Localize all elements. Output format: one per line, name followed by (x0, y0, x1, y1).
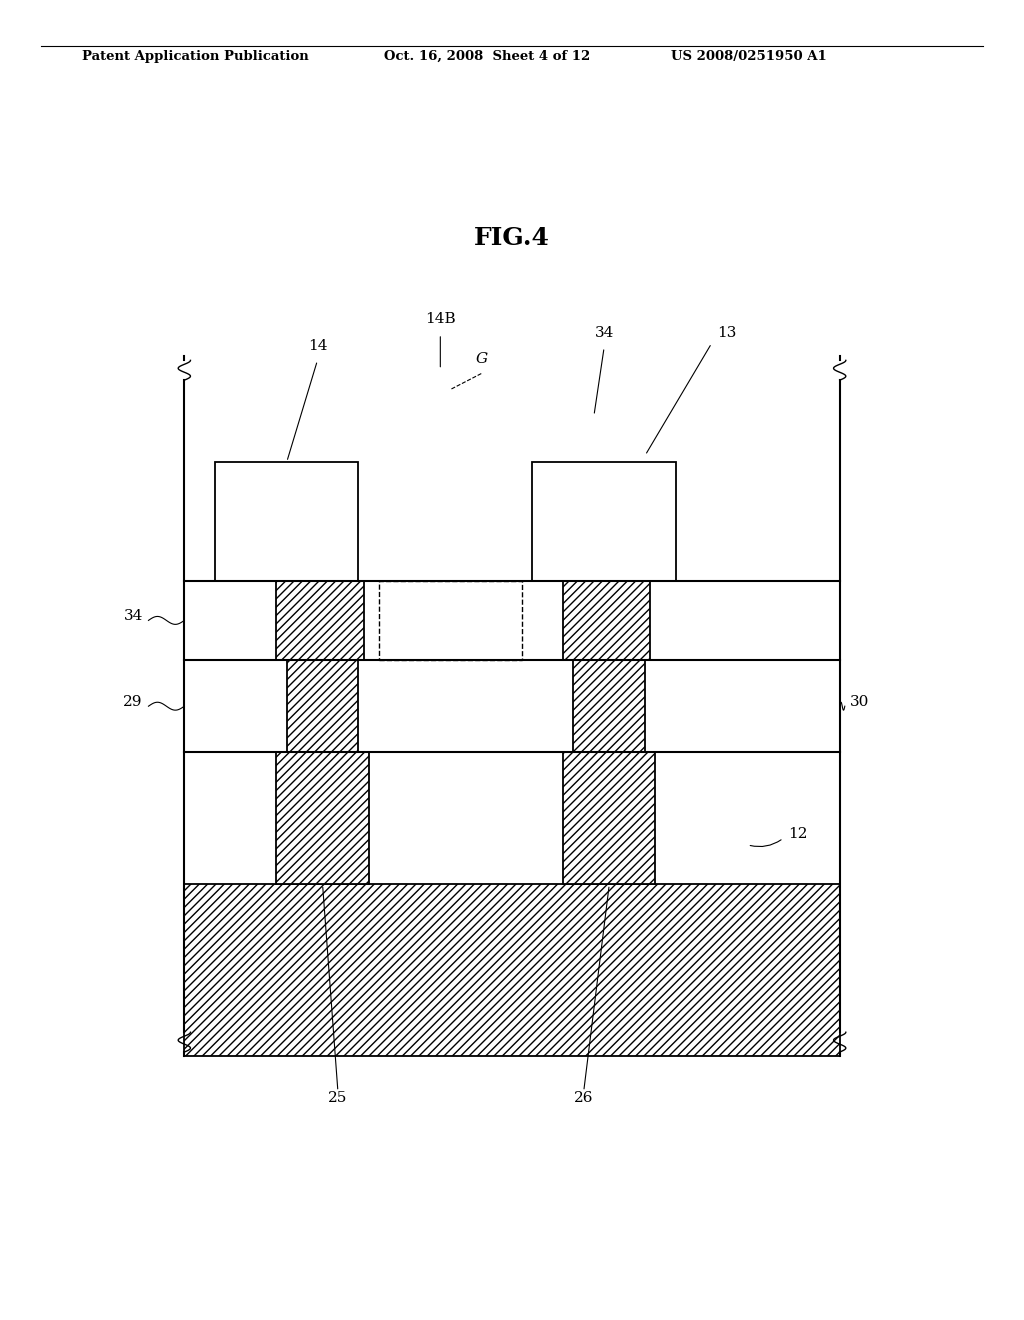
Bar (287, 660, 358, 752)
Bar (563, 581, 650, 660)
Text: 12: 12 (788, 828, 808, 841)
Text: 30: 30 (850, 696, 869, 709)
Text: Oct. 16, 2008  Sheet 4 of 12: Oct. 16, 2008 Sheet 4 of 12 (384, 50, 590, 63)
Bar (276, 752, 369, 884)
Text: 14: 14 (307, 339, 328, 352)
Text: 26: 26 (573, 1092, 594, 1105)
Text: 34: 34 (595, 326, 613, 339)
Bar (563, 752, 655, 884)
Bar (184, 884, 840, 1056)
Bar (573, 660, 645, 752)
Bar (215, 462, 358, 581)
Text: 29: 29 (123, 696, 143, 709)
Text: 34: 34 (124, 610, 142, 623)
Bar (276, 581, 364, 660)
Text: 13: 13 (718, 326, 736, 339)
Text: G: G (475, 352, 487, 366)
Text: Patent Application Publication: Patent Application Publication (82, 50, 308, 63)
Bar (379, 581, 522, 660)
Text: US 2008/0251950 A1: US 2008/0251950 A1 (671, 50, 826, 63)
Text: FIG.4: FIG.4 (474, 226, 550, 249)
Bar (532, 462, 676, 581)
Text: 14B: 14B (425, 313, 456, 326)
Text: 25: 25 (329, 1092, 347, 1105)
